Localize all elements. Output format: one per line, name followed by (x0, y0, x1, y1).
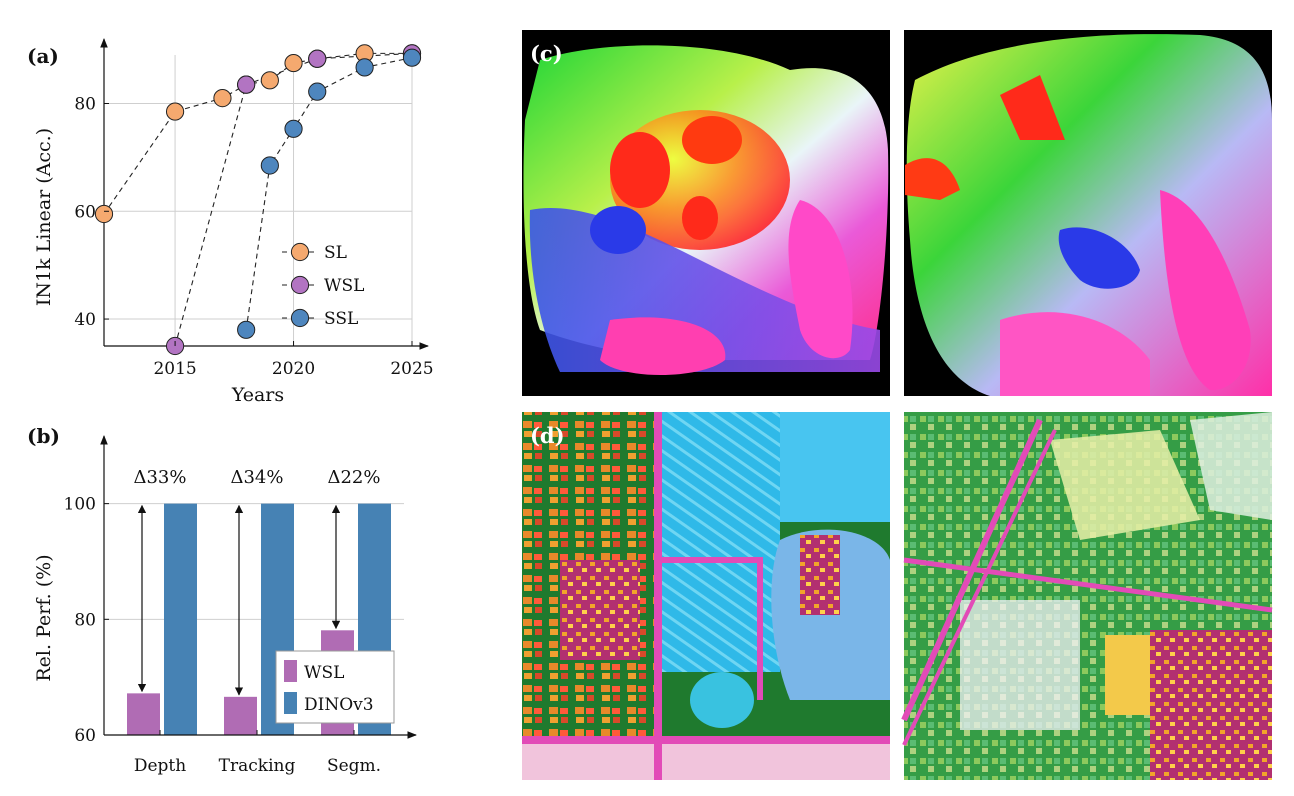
legend-swatch-dinov3 (284, 692, 297, 714)
point-ssl (308, 82, 327, 101)
point-ssl (402, 48, 422, 67)
line-chart: (a) 2015 2020 2025 40 60 80 Years IN1k Linear… (27, 38, 434, 406)
bar-chart-bars (127, 503, 391, 735)
bar-dinov3-0 (164, 503, 197, 735)
bar-chart: (b) 60 80 100 Δ33% Depth Δ34% Tracking Δ22% Seg… (27, 424, 417, 776)
bar-chart-legend: WSL DINOv3 (275, 650, 395, 724)
panel-label-a: (a) (27, 44, 59, 68)
line-chart-ylabel: IN1k Linear (Acc.) (33, 128, 55, 306)
line-chart-xlabel: Years (231, 384, 284, 406)
bar-chart-delta-arrows (137, 504, 341, 696)
legend-label-wsl: WSL (324, 276, 364, 296)
point-sl (213, 89, 232, 108)
legend-label-sl: SL (324, 243, 347, 263)
line-chart-ticks: 2015 2020 2025 40 60 80 (74, 95, 433, 380)
legend-marker-wsl (290, 275, 310, 295)
line-chart-series-lines (103, 52, 413, 347)
category-label-0: Depth (134, 756, 186, 776)
delta-label-0: Δ33% (133, 467, 186, 488)
point-wsl (237, 75, 256, 94)
point-wsl (308, 49, 327, 68)
point-sl (94, 204, 114, 224)
y-tick-label: 80 (74, 610, 96, 630)
legend-label-ssl: SSL (324, 309, 358, 329)
category-label-1: Tracking (219, 756, 296, 776)
panel-label-d: (d) (530, 423, 565, 448)
point-sl (165, 102, 185, 121)
x-tick-label: 2015 (153, 359, 196, 379)
series-line-sl (103, 52, 412, 215)
delta-label-1: Δ34% (230, 467, 283, 488)
legend-label-wsl: WSL (304, 663, 344, 683)
bar-chart-ylabel: Rel. Perf. (%) (33, 554, 55, 681)
legend-label-dinov3: DINOv3 (304, 695, 374, 715)
y-tick-label: 60 (74, 726, 96, 746)
y-tick-label: 100 (64, 495, 96, 515)
category-label-2: Segm. (327, 756, 381, 776)
aerial-feature-map-left (522, 412, 890, 780)
x-tick-label: 2025 (390, 359, 433, 379)
point-ssl (284, 119, 303, 138)
point-ssl (355, 58, 374, 77)
line-chart-grid (104, 55, 413, 346)
x-tick-label: 2020 (272, 359, 315, 379)
bar-wsl-1 (224, 696, 257, 735)
line-chart-points (94, 44, 422, 356)
aerial-feature-map-right (901, 412, 1273, 780)
legend-marker-sl (290, 242, 310, 262)
bar-chart-axes (100, 435, 417, 739)
panel-label-b: (b) (27, 424, 60, 448)
delta-label-2: Δ22% (327, 467, 380, 488)
cat-feature-map-right (904, 30, 1272, 396)
legend-swatch-wsl (284, 660, 297, 682)
bar-wsl-0 (127, 693, 160, 735)
panel-label-c: (c) (530, 41, 563, 66)
point-ssl (260, 156, 279, 175)
line-chart-legend: SL WSL SSL (282, 242, 364, 329)
line-chart-axes (100, 38, 429, 350)
legend-marker-ssl (290, 308, 310, 328)
y-tick-label: 40 (74, 310, 96, 330)
point-sl (284, 53, 303, 73)
bar-chart-annotations: Δ33% Depth Δ34% Tracking Δ22% Segm. (133, 467, 381, 776)
point-sl (260, 71, 279, 90)
series-line-wsl (174, 52, 413, 347)
bar-chart-ticks: 60 80 100 (64, 495, 355, 746)
point-ssl (237, 320, 256, 339)
bar-chart-grid (104, 503, 404, 620)
cat-feature-map-left (522, 30, 890, 396)
y-tick-label: 60 (74, 202, 96, 222)
y-tick-label: 80 (74, 95, 96, 115)
